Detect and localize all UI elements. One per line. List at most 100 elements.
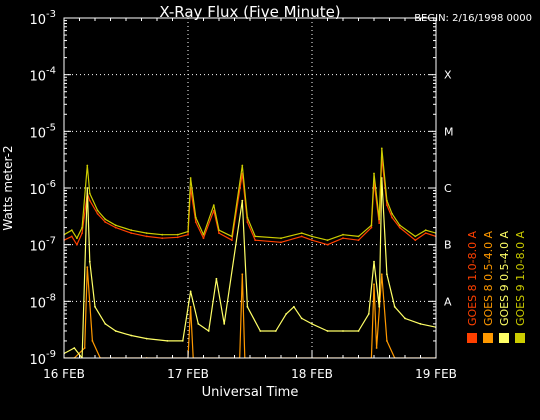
data-point xyxy=(300,317,303,320)
data-point xyxy=(380,177,383,179)
y-tick-label: 10-8 xyxy=(29,292,56,311)
x-tick-label: 16 FEB xyxy=(43,367,85,381)
data-point xyxy=(70,235,73,238)
data-point xyxy=(241,164,244,167)
series-line-2 xyxy=(64,266,436,358)
data-point xyxy=(88,192,91,195)
data-point xyxy=(424,229,427,232)
data-point xyxy=(259,330,262,332)
data-point xyxy=(373,172,375,175)
data-point xyxy=(414,239,417,242)
data-point xyxy=(86,187,89,189)
data-point xyxy=(393,305,396,308)
flare-class-label-c: C xyxy=(444,182,452,195)
data-point xyxy=(161,233,164,236)
legend-label: GOES 8 1.0-8.0 A xyxy=(466,230,479,326)
data-point xyxy=(386,204,388,207)
data-point xyxy=(81,226,83,229)
y-axis-label: Watts meter-2 xyxy=(1,145,15,230)
data-point xyxy=(386,340,388,342)
data-point xyxy=(391,212,393,215)
data-point xyxy=(285,313,288,315)
flare-class-label-m: M xyxy=(444,125,454,138)
series-line-4 xyxy=(64,147,436,241)
data-point xyxy=(414,235,417,238)
data-point xyxy=(326,243,329,246)
data-point xyxy=(202,237,205,240)
data-point xyxy=(378,218,381,221)
grid-lines xyxy=(64,18,436,358)
data-point xyxy=(424,232,427,235)
legend-label: GOES 9 1.0-8.0 A xyxy=(514,230,527,326)
data-point xyxy=(274,330,277,332)
data-point xyxy=(246,216,249,219)
data-point xyxy=(218,232,220,235)
data-point xyxy=(398,224,401,227)
data-point xyxy=(218,229,220,232)
data-point xyxy=(187,233,189,236)
data-point xyxy=(342,237,344,240)
data-point xyxy=(357,239,360,242)
data-point xyxy=(342,233,344,236)
data-point xyxy=(76,243,78,246)
data-point xyxy=(130,229,133,232)
data-point xyxy=(197,323,200,325)
data-point xyxy=(391,216,393,219)
data-point xyxy=(104,218,107,221)
data-point xyxy=(223,323,226,325)
data-point xyxy=(380,147,383,150)
data-point xyxy=(280,241,282,244)
data-point xyxy=(114,226,117,229)
data-point xyxy=(311,239,313,242)
data-point xyxy=(202,233,205,236)
data-point xyxy=(88,199,91,202)
data-point xyxy=(130,232,133,235)
begin-date-label: BEGIN: 2/16/1998 0000 xyxy=(414,13,532,24)
data-point xyxy=(370,226,373,229)
data-point xyxy=(194,216,197,219)
x-tick-label: 17 FEB xyxy=(167,367,209,381)
data-point xyxy=(145,235,148,238)
data-point xyxy=(380,273,383,276)
data-point xyxy=(70,229,73,232)
data-point xyxy=(231,239,233,242)
data-point xyxy=(189,290,192,293)
data-point xyxy=(378,305,381,308)
data-point xyxy=(104,221,107,224)
data-point xyxy=(293,305,295,308)
x-axis-label: Universal Time xyxy=(202,385,299,400)
data-point xyxy=(145,232,148,235)
data-point xyxy=(145,337,148,340)
series-lines xyxy=(64,147,436,358)
data-point xyxy=(231,235,233,238)
data-point xyxy=(373,260,375,263)
x-tick-label: 18 FEB xyxy=(291,367,333,381)
data-point xyxy=(88,260,91,263)
data-point xyxy=(326,239,329,242)
data-point xyxy=(241,273,244,276)
data-point xyxy=(187,230,189,233)
data-point xyxy=(246,221,249,224)
legend-swatch xyxy=(483,333,493,343)
y-tick-label: 10-6 xyxy=(29,179,56,198)
data-point xyxy=(91,340,94,342)
data-point xyxy=(326,330,329,332)
data-point xyxy=(104,323,107,325)
data-point xyxy=(246,305,249,308)
data-point xyxy=(96,209,99,212)
data-point xyxy=(357,330,360,332)
data-point xyxy=(166,340,169,342)
data-point xyxy=(378,222,381,225)
data-point xyxy=(280,237,282,240)
legend: GOES 8 1.0-8.0 A GOES 8 0.5-4.0 A GOES 9 0… xyxy=(466,230,527,343)
y-tick-label: 10-7 xyxy=(29,236,56,255)
y-tick-label: 10-9 xyxy=(29,349,56,368)
data-point xyxy=(83,347,86,349)
data-point xyxy=(73,347,76,349)
legend-swatch xyxy=(515,333,525,343)
data-point xyxy=(254,235,257,238)
data-point xyxy=(81,232,83,235)
data-point xyxy=(386,273,388,276)
data-point xyxy=(86,164,89,167)
data-point xyxy=(373,283,375,286)
